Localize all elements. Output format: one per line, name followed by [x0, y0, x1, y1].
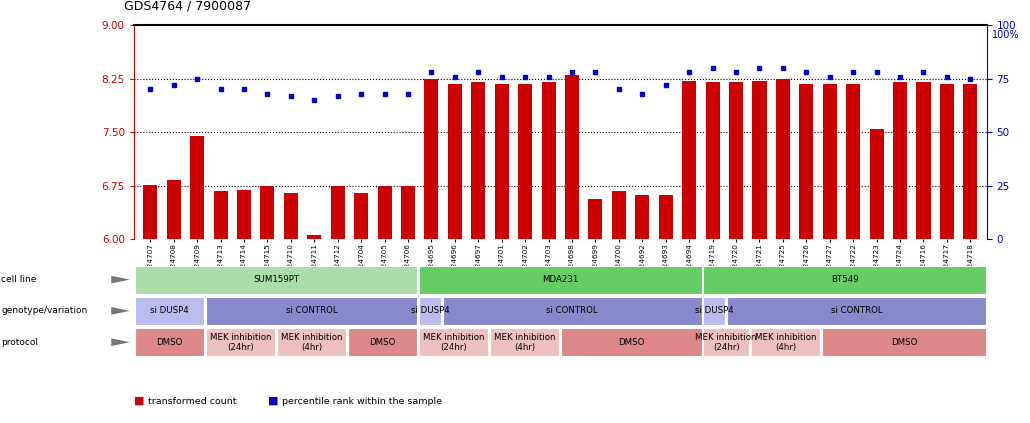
Bar — [703, 266, 986, 294]
Text: MEK inhibition
(24hr): MEK inhibition (24hr) — [695, 333, 757, 352]
Bar — [448, 84, 461, 239]
Bar — [751, 328, 820, 356]
Bar — [917, 82, 930, 239]
Text: MEK inhibition
(24hr): MEK inhibition (24hr) — [210, 333, 271, 352]
Text: MEK inhibition
(4hr): MEK inhibition (4hr) — [494, 333, 555, 352]
Bar — [472, 82, 485, 239]
Bar — [490, 328, 559, 356]
Bar — [443, 297, 701, 325]
Bar — [659, 195, 673, 239]
Bar — [348, 328, 417, 356]
Bar — [419, 297, 441, 325]
Text: MEK inhibition
(24hr): MEK inhibition (24hr) — [423, 333, 484, 352]
Bar — [703, 328, 749, 356]
Text: MEK inhibition
(4hr): MEK inhibition (4hr) — [281, 333, 342, 352]
Bar — [277, 328, 346, 356]
Text: si DUSP4: si DUSP4 — [695, 306, 733, 316]
Bar — [167, 180, 180, 239]
Bar — [869, 129, 884, 239]
Bar — [703, 297, 725, 325]
Bar — [565, 75, 579, 239]
Bar — [588, 199, 603, 239]
Polygon shape — [111, 338, 130, 346]
Bar — [135, 297, 204, 325]
Polygon shape — [111, 307, 130, 315]
Bar — [799, 84, 814, 239]
Bar — [822, 328, 986, 356]
Text: SUM159PT: SUM159PT — [253, 275, 299, 284]
Text: DMSO: DMSO — [618, 338, 645, 347]
Bar — [261, 186, 274, 239]
Text: MEK inhibition
(4hr): MEK inhibition (4hr) — [755, 333, 816, 352]
Text: MDA231: MDA231 — [542, 275, 579, 284]
Bar — [729, 82, 743, 239]
Bar — [206, 328, 275, 356]
Text: ■: ■ — [268, 396, 278, 406]
Text: cell line: cell line — [1, 275, 36, 284]
Text: si CONTROL: si CONTROL — [546, 306, 598, 316]
Bar — [823, 84, 836, 239]
Bar — [331, 186, 345, 239]
Bar — [191, 136, 204, 239]
Text: ■: ■ — [134, 396, 144, 406]
Bar — [706, 82, 720, 239]
Bar — [135, 266, 417, 294]
Bar — [518, 84, 533, 239]
Text: 100%: 100% — [992, 30, 1020, 40]
Text: DMSO: DMSO — [370, 338, 396, 347]
Bar — [237, 190, 251, 239]
Text: si DUSP4: si DUSP4 — [150, 306, 188, 316]
Text: protocol: protocol — [1, 338, 38, 347]
Bar — [561, 328, 701, 356]
Bar — [401, 186, 415, 239]
Bar — [135, 328, 204, 356]
Bar — [354, 193, 368, 239]
Bar — [753, 81, 766, 239]
Text: si CONTROL: si CONTROL — [830, 306, 883, 316]
Text: si CONTROL: si CONTROL — [285, 306, 338, 316]
Bar — [206, 297, 417, 325]
Bar — [494, 84, 509, 239]
Polygon shape — [111, 276, 130, 283]
Text: GDS4764 / 7900087: GDS4764 / 7900087 — [124, 0, 250, 13]
Bar — [847, 84, 860, 239]
Bar — [307, 236, 321, 239]
Bar — [682, 81, 696, 239]
Bar — [636, 195, 649, 239]
Bar — [419, 266, 701, 294]
Text: si DUSP4: si DUSP4 — [411, 306, 449, 316]
Bar — [284, 193, 298, 239]
Bar — [419, 328, 488, 356]
Text: percentile rank within the sample: percentile rank within the sample — [282, 397, 442, 406]
Bar — [893, 82, 907, 239]
Bar — [143, 185, 158, 239]
Bar — [542, 82, 555, 239]
Text: DMSO: DMSO — [157, 338, 182, 347]
Text: transformed count: transformed count — [148, 397, 237, 406]
Bar — [213, 191, 228, 239]
Bar — [727, 297, 986, 325]
Text: genotype/variation: genotype/variation — [1, 306, 88, 316]
Bar — [424, 79, 439, 239]
Bar — [612, 191, 626, 239]
Bar — [776, 79, 790, 239]
Bar — [940, 84, 954, 239]
Bar — [963, 84, 977, 239]
Text: BT549: BT549 — [831, 275, 858, 284]
Text: DMSO: DMSO — [891, 338, 917, 347]
Bar — [378, 186, 391, 239]
